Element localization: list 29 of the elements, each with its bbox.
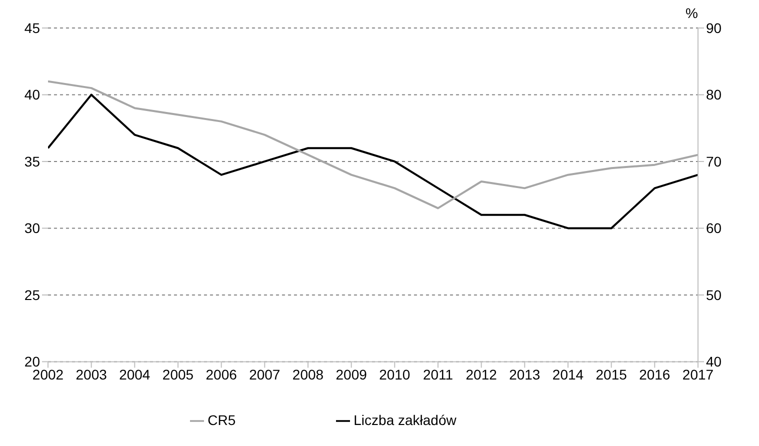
legend-label: CR5 (208, 412, 236, 428)
y2-tick-label: 80 (706, 86, 722, 103)
y-tick-label: 40 (24, 86, 40, 103)
x-tick-label: 2006 (206, 366, 238, 383)
y2-axis-title: % (686, 4, 698, 21)
y2-tick-label: 60 (706, 220, 722, 236)
y-tick-label: 30 (24, 220, 40, 236)
x-tick-label: 2008 (292, 366, 324, 383)
x-tick-label: 2015 (596, 366, 628, 383)
x-tick-label: 2003 (76, 366, 108, 383)
y-tick-label: 45 (24, 20, 40, 36)
x-tick-label: 2005 (162, 366, 194, 383)
y2-tick-label: 50 (706, 286, 722, 303)
x-tick-label: 2010 (379, 366, 410, 383)
x-tick-label: 2012 (466, 366, 498, 383)
y2-tick-label: 90 (706, 20, 722, 36)
y2-tick-label: 70 (706, 153, 722, 170)
x-tick-label: 2013 (509, 366, 540, 383)
legend-label: Liczba zakładów (354, 412, 456, 428)
x-tick-label: 2009 (336, 366, 368, 383)
x-tick-label: 2004 (119, 366, 150, 383)
x-tick-label: 2007 (249, 366, 280, 383)
line-series (48, 80, 698, 210)
x-tick-label: 2011 (422, 366, 454, 383)
y-tick-label: 35 (24, 153, 40, 170)
x-tick-label: 2016 (639, 366, 670, 383)
y-tick-label: 25 (24, 286, 40, 303)
x-tick-label: 2014 (552, 366, 584, 383)
line-series (48, 94, 698, 230)
